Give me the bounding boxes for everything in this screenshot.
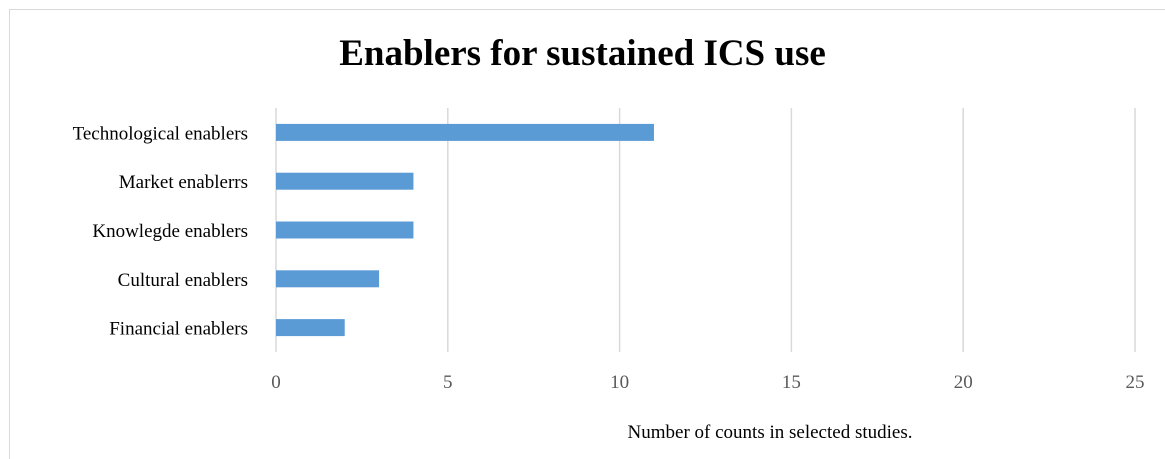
x-tick-label: 0 bbox=[271, 372, 281, 393]
bar bbox=[276, 319, 345, 337]
category-label: Cultural enablers bbox=[118, 270, 248, 291]
x-tick-label: 15 bbox=[782, 372, 801, 393]
x-tick-label: 25 bbox=[1126, 372, 1145, 393]
chart-title: Enablers for sustained ICS use bbox=[339, 33, 826, 74]
category-label: Market enablerrs bbox=[119, 172, 248, 193]
x-axis-label: Number of counts in selected studies. bbox=[627, 422, 913, 443]
category-label: Financial enablers bbox=[109, 319, 248, 340]
x-tick-label: 10 bbox=[610, 372, 629, 393]
category-label: Technological enablers bbox=[73, 123, 248, 144]
bar bbox=[276, 123, 654, 141]
x-tick-label: 20 bbox=[954, 372, 973, 393]
bar bbox=[276, 221, 414, 239]
category-label: Knowlegde enablers bbox=[92, 221, 248, 242]
chart-frame bbox=[9, 9, 1165, 459]
bar bbox=[276, 270, 380, 288]
x-tick-label: 5 bbox=[443, 372, 453, 393]
bar bbox=[276, 172, 414, 190]
